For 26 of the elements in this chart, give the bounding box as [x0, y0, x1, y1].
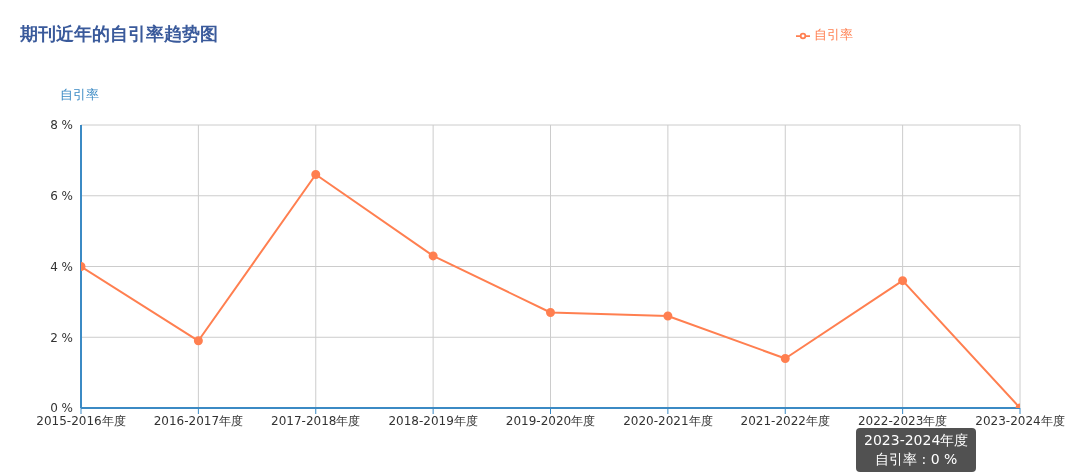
x-tick-label: 2017-2018年度	[271, 413, 361, 428]
point	[546, 307, 555, 317]
legend-label: 自引率	[814, 27, 853, 42]
y-tick-label: 0 %	[50, 401, 73, 416]
x-tick-label: 2016-2017年度	[153, 413, 244, 428]
x-tick-label: 2022-2023年度	[857, 413, 948, 428]
point	[898, 276, 908, 286]
point	[780, 353, 790, 363]
point	[663, 311, 673, 321]
y-tick-label: 8 %	[50, 118, 73, 133]
x-tick-label: 2015-2016年度	[36, 413, 126, 428]
x-tick-label: 2018-2019年度	[388, 413, 478, 428]
x-tick-label: 2021-2022年度	[740, 413, 830, 428]
point	[311, 170, 321, 180]
x-tick-label: 2019-2020年度	[505, 413, 596, 428]
y-tick-label: 4 %	[50, 259, 73, 274]
y-axis-title: 自引率	[60, 86, 99, 104]
x-tick-label: 2023-2024年度	[975, 413, 1065, 428]
chart-title: 期刊近年的自引率趋势图	[20, 22, 218, 46]
text: 2023-2024年度	[864, 431, 969, 450]
point	[428, 251, 438, 261]
y-tick-label: 6 %	[50, 189, 73, 204]
point	[193, 336, 203, 346]
text: 自引率 : 0 %	[874, 450, 959, 469]
x-tick-label: 2020-2021年度	[623, 413, 713, 428]
y-tick-label: 2 %	[50, 330, 73, 345]
